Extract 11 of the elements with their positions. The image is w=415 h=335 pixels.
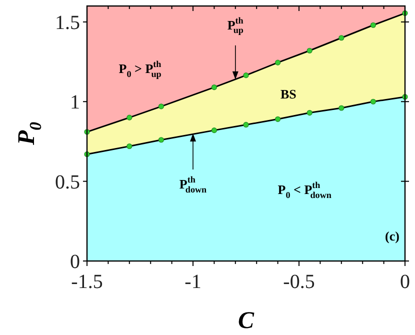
y-tick-label: 1	[70, 92, 80, 114]
y-tick-label: 0	[70, 251, 80, 273]
x-tick-label: -0.5	[283, 271, 315, 293]
annotation: BS	[280, 86, 296, 102]
x-axis-title: C	[238, 308, 255, 334]
y-tick-label: 1.5	[55, 12, 80, 34]
annotation: (c)	[385, 228, 400, 244]
x-tick-label: -1	[184, 271, 202, 293]
y-tick-label: 0.5	[55, 171, 80, 194]
x-tick-label: 0	[400, 271, 410, 293]
x-tick-label: -1.5	[71, 271, 103, 293]
